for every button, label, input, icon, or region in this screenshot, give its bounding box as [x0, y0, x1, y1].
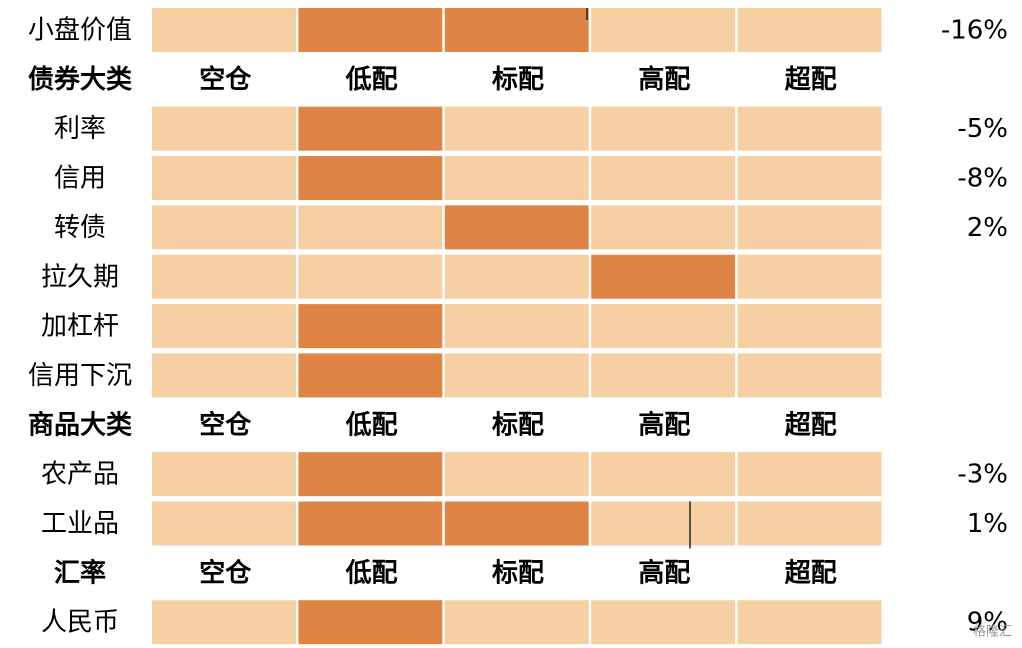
cell: [152, 205, 296, 250]
cell: [444, 254, 589, 299]
watermark: 格隆汇: [973, 624, 1012, 640]
change: -3%: [957, 460, 1008, 490]
cell: [737, 501, 882, 546]
cell: [444, 452, 589, 497]
column-header: 高配: [638, 409, 690, 440]
change: -5%: [957, 114, 1008, 144]
highlight-cell: [444, 205, 589, 250]
highlight-cell: [298, 304, 443, 349]
highlight-cell: [298, 106, 443, 151]
highlight-cell: [298, 600, 443, 645]
cell: [591, 156, 736, 201]
highlight-cell: [298, 452, 443, 497]
cell: [444, 156, 589, 201]
cell: [737, 304, 882, 349]
cell: [591, 205, 736, 250]
cell: [444, 304, 589, 349]
column-header: 低配: [345, 558, 398, 588]
column-header: 低配: [345, 410, 398, 440]
highlight-cell: [591, 254, 736, 299]
column-header: 超配: [785, 65, 837, 95]
highlight-cell: [298, 353, 443, 398]
cell: [152, 156, 296, 201]
cell: [152, 106, 296, 151]
row-label: 加杠杆: [41, 312, 119, 342]
change: 9%: [967, 608, 1008, 638]
cell: [152, 8, 296, 52]
change: -8%: [957, 164, 1008, 194]
cell: [152, 353, 296, 398]
column-header: 标配: [492, 65, 544, 95]
cell: [737, 353, 882, 398]
row-label: 信用下沉: [28, 361, 132, 391]
highlight-cell: [298, 8, 443, 52]
column-header: 超配: [785, 558, 837, 588]
column-header: 低配: [345, 65, 398, 95]
section-title: 债券大类: [28, 65, 132, 95]
cell: [152, 304, 296, 349]
cell: [298, 254, 443, 299]
column-header: 空仓: [199, 409, 252, 440]
cell: [591, 452, 736, 497]
row-label: 利率: [54, 114, 106, 144]
row-label: 小盘价值: [28, 16, 132, 46]
cell: [737, 156, 882, 201]
column-header: 高配: [638, 64, 690, 95]
cell: [152, 452, 296, 497]
column-header: 标配: [492, 410, 544, 440]
cell: [591, 8, 736, 52]
change: 1%: [967, 509, 1008, 539]
cell: [152, 254, 296, 299]
cell: [591, 501, 736, 546]
highlight-cell: [298, 156, 443, 201]
cell: [737, 600, 882, 645]
row-label: 农产品: [41, 460, 119, 490]
cell: [298, 205, 443, 250]
cell: [591, 353, 736, 398]
row-label: 工业品: [41, 509, 119, 539]
section-title: 商品大类: [28, 409, 132, 440]
cell: [737, 254, 882, 299]
cell: [591, 106, 736, 151]
column-header: 超配: [785, 410, 837, 440]
column-header: 空仓: [199, 557, 252, 588]
change: 2%: [967, 213, 1008, 243]
cell: [737, 8, 882, 52]
cell: [737, 452, 882, 497]
row-label: 转债: [54, 213, 106, 243]
change: -16%: [941, 16, 1008, 46]
section-title: 汇率: [54, 557, 106, 588]
row-label: 信用: [54, 164, 106, 194]
cell: [591, 304, 736, 349]
column-header: 高配: [638, 557, 690, 588]
cell: [591, 600, 736, 645]
highlight-cell: [298, 501, 443, 546]
row-label: 拉久期: [41, 262, 119, 292]
column-header: 标配: [492, 558, 544, 588]
highlight-cell: [444, 8, 589, 52]
cell: [444, 106, 589, 151]
cell: [737, 106, 882, 151]
cell: [152, 600, 296, 645]
cell: [152, 501, 296, 546]
highlight-cell: [444, 501, 589, 546]
cells: [152, 8, 882, 645]
cell: [444, 600, 589, 645]
row-label: 人民币: [41, 608, 119, 638]
column-header: 空仓: [199, 64, 252, 95]
cell: [444, 353, 589, 398]
cell: [737, 205, 882, 250]
